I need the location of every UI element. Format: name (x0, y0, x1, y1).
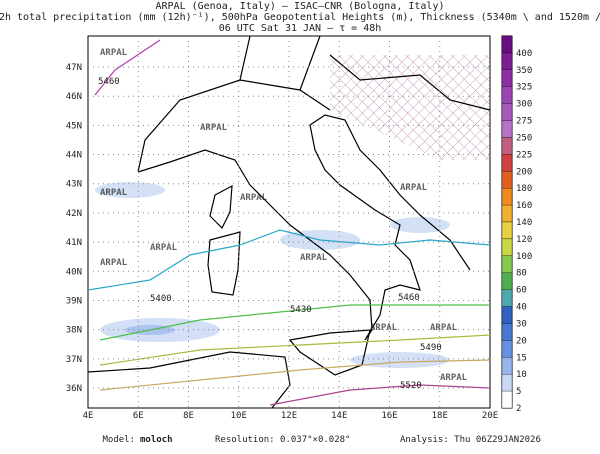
colorbar-swatch (501, 120, 513, 138)
colorbar-label: 60 (516, 286, 527, 296)
colorbar-label: 100 (516, 252, 532, 262)
contour-label: 5460 (398, 293, 420, 303)
contour-label: 5490 (420, 343, 442, 353)
lat-label: 44N (66, 151, 82, 161)
colorbar-label: 400 (516, 49, 532, 59)
watermark: ARPAL (150, 243, 178, 253)
coastlines (87, 35, 491, 409)
colorbar-swatch (501, 306, 513, 324)
colorbar-label: 180 (516, 184, 532, 194)
colorbar-label: 120 (516, 235, 532, 245)
lon-label: 8E (183, 411, 194, 421)
watermark: ARPAL (300, 253, 328, 263)
lon-label: 12E (281, 411, 297, 421)
lon-label: 14E (331, 411, 347, 421)
colorbar-label: 275 (516, 117, 532, 127)
lon-label: 6E (133, 411, 144, 421)
footer-analysis: Analysis: Thu 06Z29JAN2026 (400, 435, 541, 445)
colorbar-swatch (501, 35, 513, 54)
colorbar-swatch (501, 357, 513, 375)
title-line: 06 UTC Sat 31 JAN – τ = 48h (219, 23, 382, 34)
footer-model: moloch (140, 435, 173, 445)
colorbar-label: 300 (516, 100, 532, 110)
colorbar-swatch (501, 323, 513, 341)
watermark: ARPAL (400, 183, 428, 193)
colorbar-swatch (501, 374, 513, 392)
contour-label: 5460 (98, 77, 120, 87)
hatch-area (330, 55, 490, 160)
colorbar-swatch (501, 52, 513, 70)
colorbar-label: 40 (516, 303, 527, 313)
colorbar-label: 325 (516, 83, 532, 93)
colorbar-swatch (501, 154, 513, 172)
watermark: ARPAL (200, 123, 228, 133)
lon-label: 16E (381, 411, 397, 421)
lat-label: 45N (66, 121, 82, 131)
colorbar-swatch (501, 103, 513, 121)
watermark: ARPAL (100, 258, 128, 268)
contour-label: 5400 (150, 294, 172, 304)
lon-label: 4E (83, 411, 94, 421)
watermark: ARPAL (100, 188, 128, 198)
colorbar-label: 15 (516, 353, 527, 363)
lat-label: 43N (66, 180, 82, 190)
colorbar-swatch (501, 255, 513, 273)
lat-label: 39N (66, 296, 82, 306)
lat-label: 36N (66, 384, 82, 394)
colorbar-label: 225 (516, 150, 532, 160)
footer-resolution: Resolution: 0.037°×0.028° (215, 435, 350, 445)
colorbar-label: 160 (516, 201, 532, 211)
lat-label: 40N (66, 267, 82, 277)
contour-label: 5520 (400, 381, 422, 391)
colorbar-label: 20 (516, 336, 527, 346)
colorbar-label: 140 (516, 218, 532, 228)
colorbar-swatch (501, 204, 513, 223)
lon-label: 20E (482, 411, 498, 421)
colorbar-swatch (501, 390, 513, 409)
title-line: 12h total precipitation (mm (12h)⁻¹), 50… (0, 12, 600, 23)
colorbar-swatch (501, 289, 513, 307)
watermark: ARPAL (100, 48, 128, 58)
colorbar-swatch (501, 188, 513, 206)
colorbar-swatch (501, 171, 513, 189)
colorbar-label: 200 (516, 167, 532, 177)
colorbar-swatch (501, 69, 513, 87)
contour-label: 5430 (290, 305, 312, 315)
lon-label: 10E (231, 411, 247, 421)
colorbar-label: 2 (516, 404, 521, 414)
colorbar-label: 5 (516, 387, 521, 397)
colorbar-swatch (501, 340, 513, 358)
colorbar-swatch (501, 221, 513, 240)
lat-label: 47N (66, 63, 82, 73)
colorbar-label: 30 (516, 319, 527, 329)
watermark: ARPAL (430, 323, 458, 333)
colorbar-label: 80 (516, 269, 527, 279)
colorbar-swatch (501, 238, 513, 256)
colorbar-swatch (501, 86, 513, 104)
colorbar-label: 350 (516, 66, 532, 76)
watermark: ARPAL (440, 373, 468, 383)
lat-label: 41N (66, 238, 82, 248)
lon-label: 18E (432, 411, 448, 421)
lat-label: 42N (66, 209, 82, 219)
colorbar-swatch (501, 272, 513, 290)
colorbar-label: 250 (516, 133, 532, 143)
lat-label: 38N (66, 326, 82, 336)
lat-label: 46N (66, 92, 82, 102)
footer-label: Model: (102, 435, 135, 445)
colorbar-swatch (501, 137, 513, 155)
lat-label: 37N (66, 355, 82, 365)
graticule (88, 36, 490, 408)
watermark: ARPAL (240, 193, 268, 203)
title-line: ARPAL (Genoa, Italy) – ISAC–CNR (Bologna… (156, 1, 445, 12)
map-frame (87, 35, 491, 409)
watermark: ARPAL (370, 323, 398, 333)
colorbar-label: 10 (516, 370, 527, 380)
